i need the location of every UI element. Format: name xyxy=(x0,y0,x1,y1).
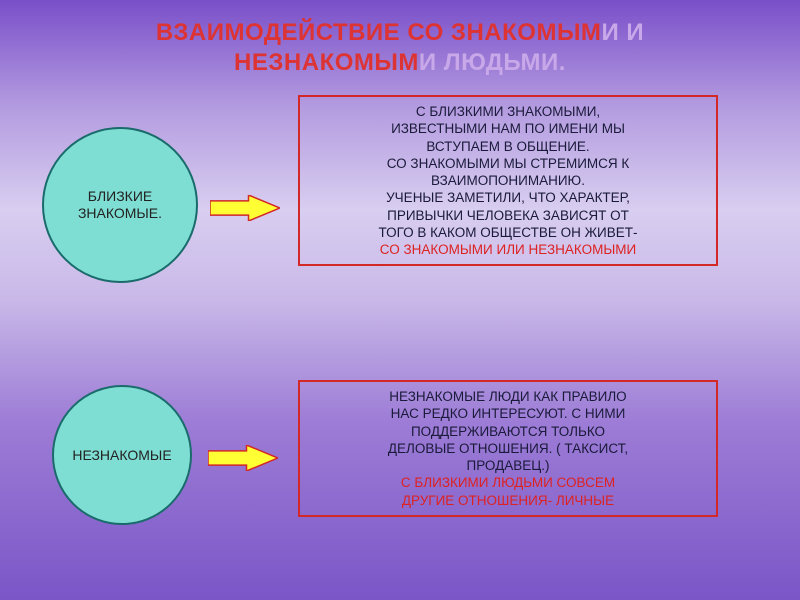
description-line: С БЛИЗКИМИ ЛЮДЬМИ СОВСЕМ xyxy=(308,474,708,491)
description-line: НЕЗНАКОМЫЕ ЛЮДИ КАК ПРАВИЛО xyxy=(308,388,708,405)
description-line: С БЛИЗКИМИ ЗНАКОМЫМИ, xyxy=(308,103,708,120)
concept-circle: НЕЗНАКОМЫЕ xyxy=(52,385,192,525)
description-line: ПРОДАВЕЦ.) xyxy=(308,457,708,474)
circle-label: БЛИЗКИЕ ЗНАКОМЫЕ. xyxy=(44,188,196,222)
description-line: ТОГО В КАКОМ ОБЩЕСТВЕ ОН ЖИВЕТ- xyxy=(308,224,708,241)
description-line: ВСТУПАЕМ В ОБЩЕНИЕ. xyxy=(308,138,708,155)
description-line: УЧЕНЫЕ ЗАМЕТИЛИ, ЧТО ХАРАКТЕР, xyxy=(308,189,708,206)
title-part-2: НЕЗНАКОМЫМ xyxy=(234,49,419,76)
description-line: СО ЗНАКОМЫМИ МЫ СТРЕМИМСЯ К xyxy=(308,155,708,172)
title-part-1-fade: И И xyxy=(601,19,644,46)
description-line: ИЗВЕСТНЫМИ НАМ ПО ИМЕНИ МЫ xyxy=(308,120,708,137)
title-part-1: ВЗАИМОДЕЙСТВИЕ СО ЗНАКОМЫМ xyxy=(156,19,602,46)
arrow-right-icon xyxy=(208,445,278,476)
description-line: ПРИВЫЧКИ ЧЕЛОВЕКА ЗАВИСЯТ ОТ xyxy=(308,207,708,224)
concept-circle: БЛИЗКИЕ ЗНАКОМЫЕ. xyxy=(42,127,198,283)
description-line: ВЗАИМОПОНИМАНИЮ. xyxy=(308,172,708,189)
description-box: НЕЗНАКОМЫЕ ЛЮДИ КАК ПРАВИЛОНАС РЕДКО ИНТ… xyxy=(298,380,718,517)
circle-label: НЕЗНАКОМЫЕ xyxy=(62,447,181,464)
description-line: НАС РЕДКО ИНТЕРЕСУЮТ. С НИМИ xyxy=(308,405,708,422)
description-line: ДЕЛОВЫЕ ОТНОШЕНИЯ. ( ТАКСИСТ, xyxy=(308,440,708,457)
arrow-right-icon xyxy=(210,195,280,226)
title-part-2-fade: И ЛЮДЬМИ. xyxy=(419,49,566,76)
slide-title: ВЗАИМОДЕЙСТВИЕ СО ЗНАКОМЫМИ И НЕЗНАКОМЫМ… xyxy=(0,18,800,78)
description-line: ДРУГИЕ ОТНОШЕНИЯ- ЛИЧНЫЕ xyxy=(308,492,708,509)
description-line: ПОДДЕРЖИВАЮТСЯ ТОЛЬКО xyxy=(308,423,708,440)
description-box: С БЛИЗКИМИ ЗНАКОМЫМИ,ИЗВЕСТНЫМИ НАМ ПО И… xyxy=(298,95,718,266)
description-line: СО ЗНАКОМЫМИ ИЛИ НЕЗНАКОМЫМИ xyxy=(308,241,708,258)
